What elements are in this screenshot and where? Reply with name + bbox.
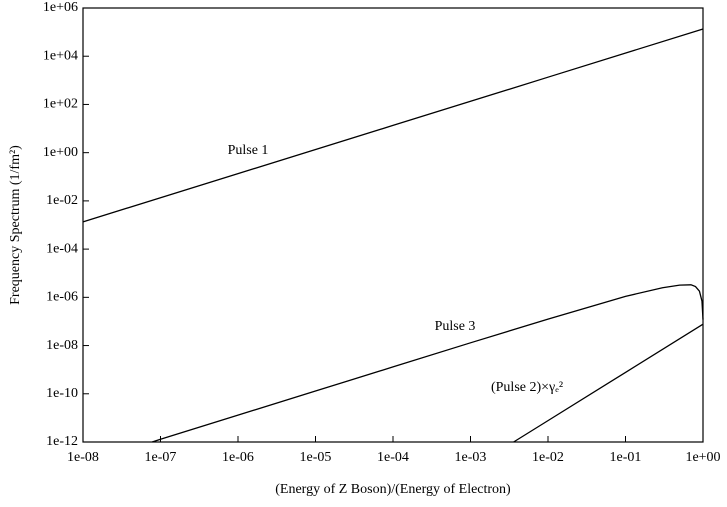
- y-tick-label: 1e+00: [43, 145, 78, 160]
- y-tick-label: 1e+02: [43, 97, 78, 112]
- y-tick-label: 1e-08: [46, 338, 78, 353]
- x-tick-label: 1e-06: [222, 450, 254, 465]
- y-tick-label: 1e+04: [43, 48, 78, 63]
- plot-frame: [82, 7, 704, 443]
- x-tick-label: 1e-05: [300, 450, 332, 465]
- x-axis-title: (Energy of Z Boson)/(Energy of Electron): [275, 482, 511, 497]
- y-axis-title: Frequency Spectrum (1/fm²): [8, 145, 23, 305]
- y-tick-label: 1e+06: [43, 0, 78, 15]
- y-tick-label: 1e-02: [46, 193, 78, 208]
- x-tick-label: 1e-01: [610, 450, 642, 465]
- series-line: [513, 323, 704, 443]
- y-tick-label: 1e-12: [46, 434, 78, 449]
- y-tick-label: 1e-10: [46, 386, 78, 401]
- series-label: (Pulse 2)×γₑ²: [491, 380, 563, 395]
- x-tick-label: 1e-08: [67, 450, 99, 465]
- x-tick-label: 1e-02: [532, 450, 564, 465]
- x-tick-label: 1e-03: [455, 450, 487, 465]
- series-line: [151, 284, 704, 443]
- x-tick-label: 1e-04: [377, 450, 409, 465]
- y-tick-label: 1e-06: [46, 290, 78, 305]
- series-label: Pulse 3: [435, 319, 476, 334]
- series-label: Pulse 1: [228, 143, 269, 158]
- series-line: [82, 28, 704, 223]
- x-tick-label: 1e-07: [145, 450, 177, 465]
- y-tick-label: 1e-04: [46, 241, 78, 256]
- x-tick-label: 1e+00: [685, 450, 720, 465]
